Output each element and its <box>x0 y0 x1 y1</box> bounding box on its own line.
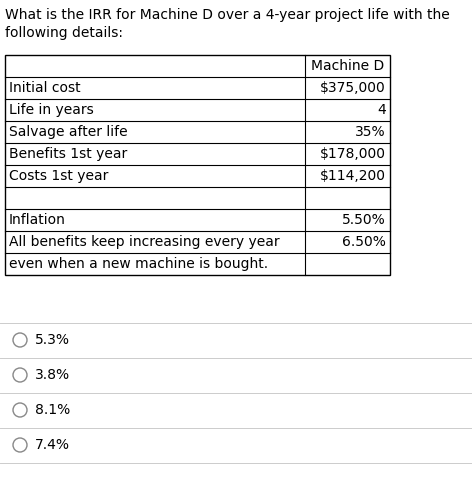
Text: Inflation: Inflation <box>9 213 66 227</box>
Text: 8.1%: 8.1% <box>35 403 70 417</box>
Text: Machine D: Machine D <box>311 59 384 73</box>
Text: 5.3%: 5.3% <box>35 333 70 347</box>
Text: 7.4%: 7.4% <box>35 438 70 452</box>
Text: 6.50%: 6.50% <box>342 235 386 249</box>
Text: even when a new machine is bought.: even when a new machine is bought. <box>9 257 268 271</box>
Text: 3.8%: 3.8% <box>35 368 70 382</box>
Text: following details:: following details: <box>5 26 123 40</box>
Text: Initial cost: Initial cost <box>9 81 81 95</box>
Text: 5.50%: 5.50% <box>342 213 386 227</box>
Text: Life in years: Life in years <box>9 103 94 117</box>
Text: $178,000: $178,000 <box>320 147 386 161</box>
Text: Salvage after life: Salvage after life <box>9 125 127 139</box>
Text: What is the IRR for Machine D over a 4-year project life with the: What is the IRR for Machine D over a 4-y… <box>5 8 450 22</box>
Text: $375,000: $375,000 <box>320 81 386 95</box>
Text: All benefits keep increasing every year: All benefits keep increasing every year <box>9 235 279 249</box>
Text: $114,200: $114,200 <box>320 169 386 183</box>
Text: Costs 1st year: Costs 1st year <box>9 169 109 183</box>
Text: Benefits 1st year: Benefits 1st year <box>9 147 127 161</box>
Text: 35%: 35% <box>355 125 386 139</box>
Text: 4: 4 <box>377 103 386 117</box>
